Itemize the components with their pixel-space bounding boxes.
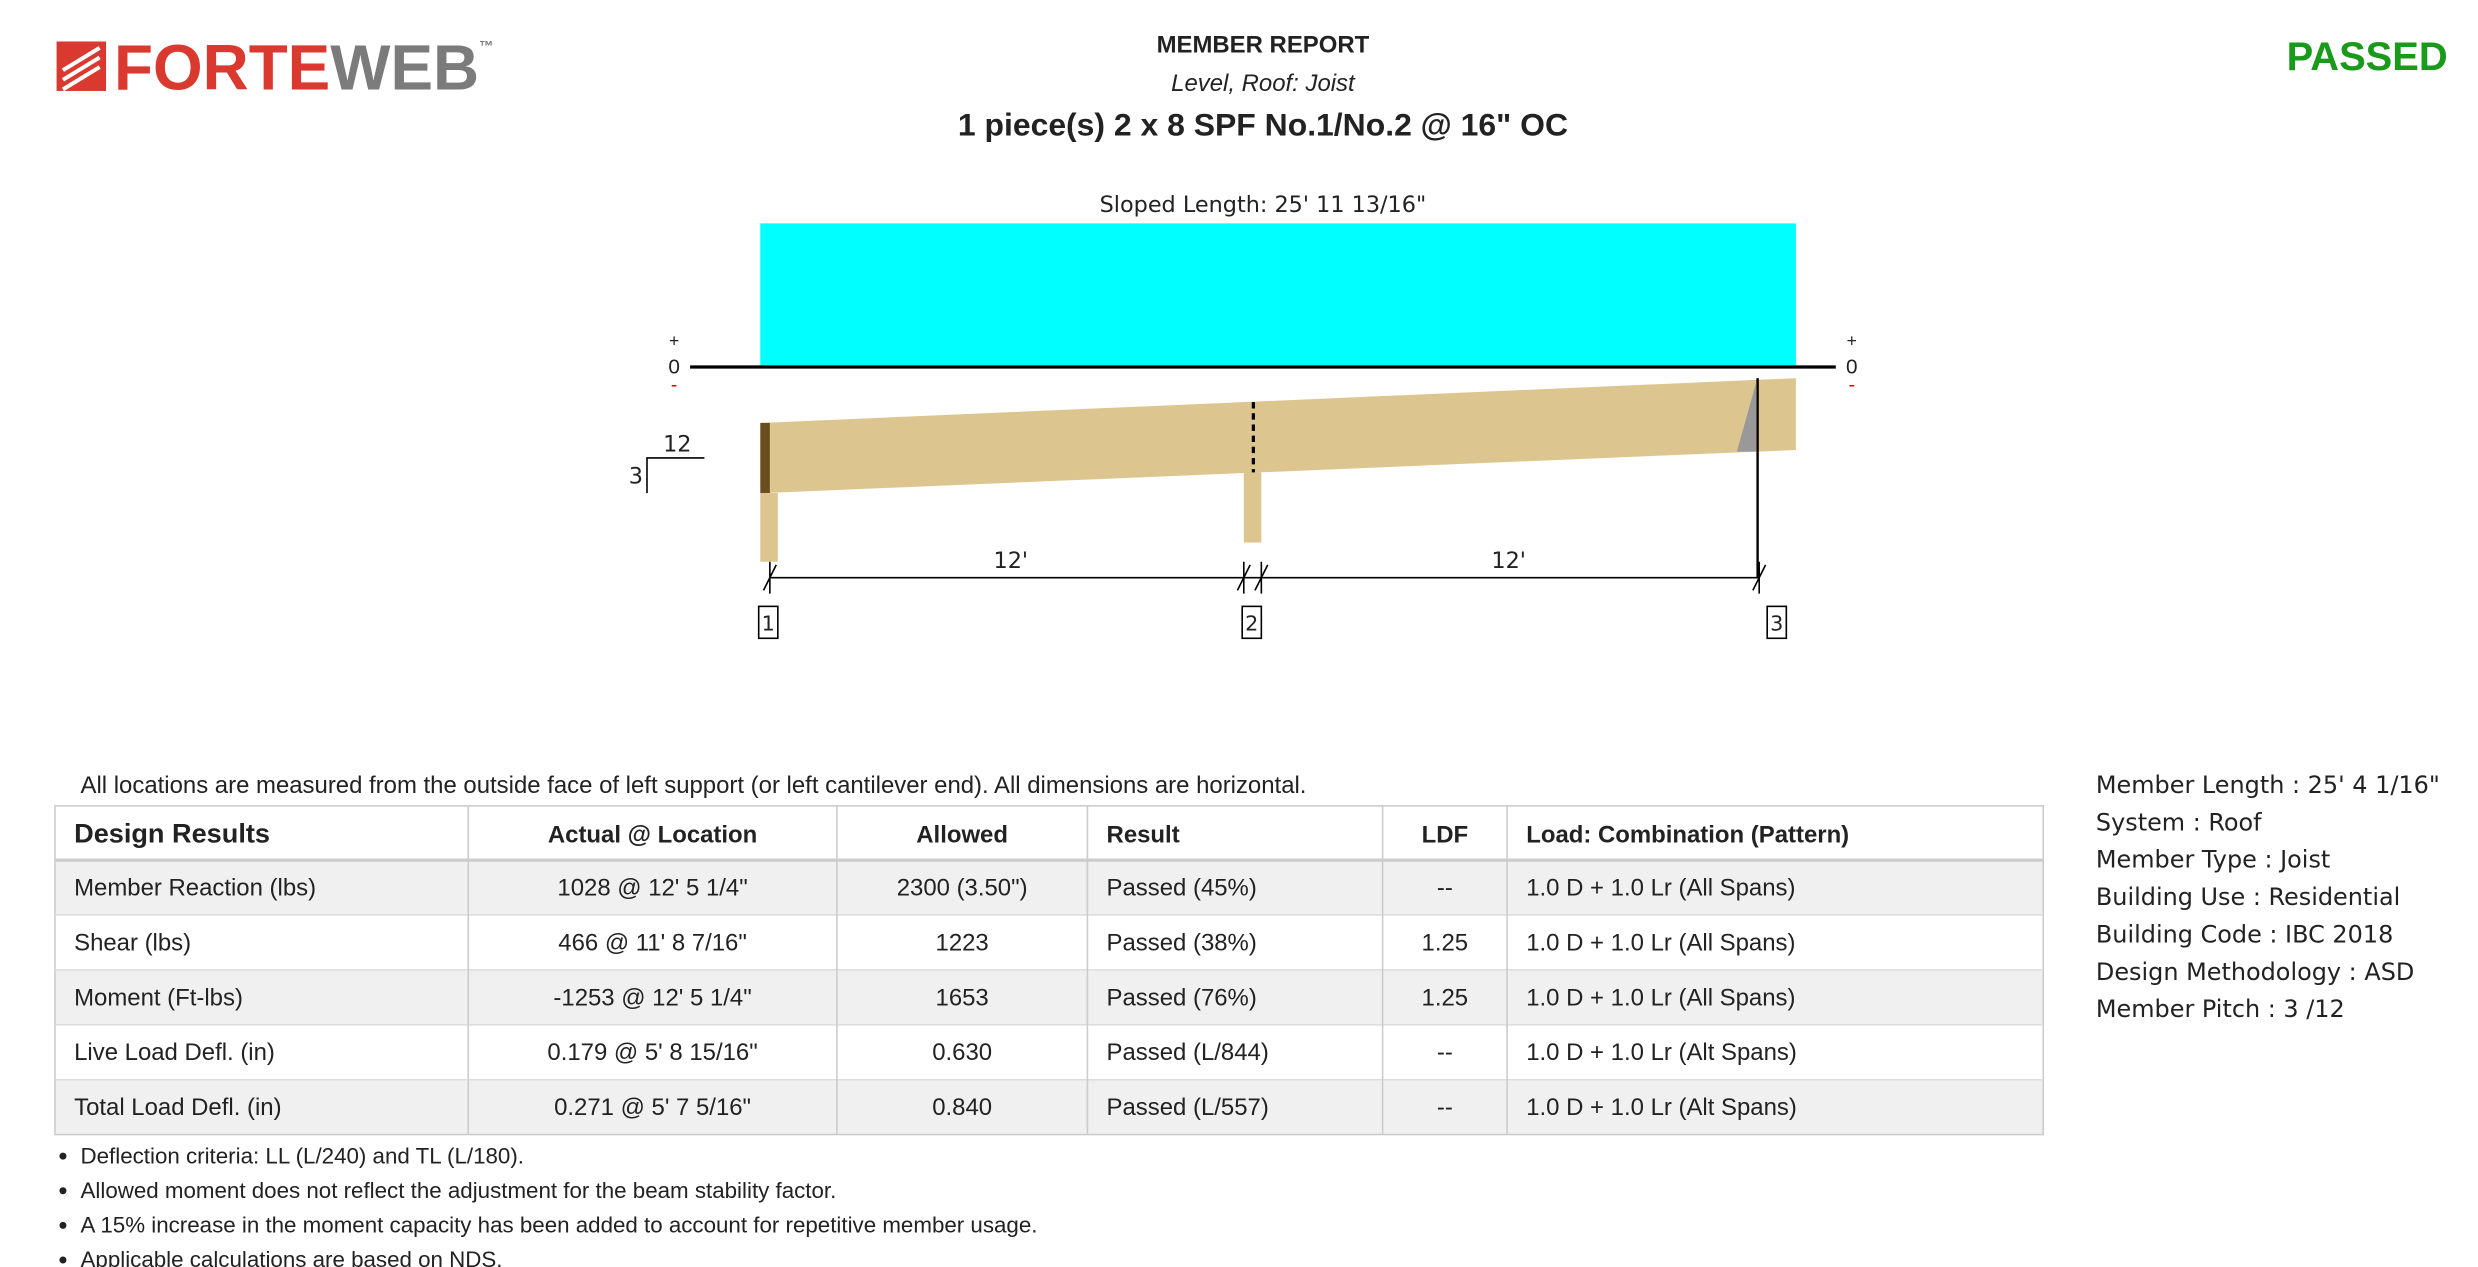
table-header: LDF <box>1422 822 1469 849</box>
property: Building Code : IBC 2018 <box>2096 920 2393 948</box>
table-cell: 0.630 <box>932 1039 992 1066</box>
load-area <box>760 223 1796 366</box>
title: 1 piece(s) 2 x 8 SPF No.1/No.2 @ 16" OC <box>958 107 1568 143</box>
minus-right: - <box>1849 375 1855 396</box>
beam <box>763 378 1796 494</box>
support-box <box>1241 605 1263 640</box>
support-post <box>760 493 778 562</box>
table-header: Actual @ Location <box>548 822 757 849</box>
beam-end <box>760 422 770 494</box>
property: Member Type : Joist <box>2096 846 2330 874</box>
table-cell: -- <box>1437 1039 1453 1066</box>
table-row <box>54 969 2044 1025</box>
table-cell: 0.271 @ 5' 7 5/16" <box>554 1094 751 1121</box>
table-cell: Shear (lbs) <box>74 929 191 956</box>
span-length: 12' <box>1491 548 1526 574</box>
property: System : Roof <box>2096 808 2262 836</box>
minus-left: - <box>671 375 677 396</box>
bullet-dot <box>59 1187 67 1195</box>
table-header: Allowed <box>916 822 1008 849</box>
table-cell: 1653 <box>936 984 989 1011</box>
table-cell: Member Reaction (lbs) <box>74 875 316 902</box>
table-cell: -- <box>1437 1094 1453 1121</box>
results-table: Member Reaction (lbs) 1028 @ 12' 5 1/4" 23… <box>54 805 2045 1136</box>
bullet-text: A 15% increase in the moment capacity ha… <box>81 1213 1038 1238</box>
property: Member Pitch : 3 /12 <box>2096 995 2345 1023</box>
table-cell: -- <box>1437 875 1453 902</box>
logo-tm: ™ <box>479 39 493 55</box>
zero-right: 0 <box>1846 355 1858 378</box>
table-cell: -1253 @ 12' 5 1/4" <box>553 984 751 1011</box>
table-cell: Moment (Ft-lbs) <box>74 984 243 1011</box>
logo-icon-stripes <box>61 46 101 92</box>
report-label: MEMBER REPORT <box>1157 32 1370 59</box>
plus-right: + <box>1847 330 1857 350</box>
table-row <box>54 1079 2044 1135</box>
table-cell: 1.25 <box>1422 984 1469 1011</box>
support-number: 3 <box>1770 611 1783 635</box>
table-cell: Passed (L/557) <box>1107 1094 1269 1121</box>
table-cell: Passed (45%) <box>1107 875 1257 902</box>
support-number: 1 <box>762 611 775 635</box>
bullet-dot <box>59 1256 67 1264</box>
zero-left: 0 <box>668 355 680 378</box>
bullet-dot <box>59 1152 67 1160</box>
bullet-text: Deflection criteria: LL (L/240) and TL (… <box>81 1143 524 1168</box>
table-cell: 1.0 D + 1.0 Lr (All Spans) <box>1526 929 1795 956</box>
table-header: Load: Combination (Pattern) <box>1526 822 1849 849</box>
span-length: 12' <box>994 548 1029 574</box>
property: Building Use : Residential <box>2096 883 2400 911</box>
logo-web: WEB <box>330 31 479 103</box>
logo-forte: FORTE <box>114 31 330 103</box>
table-cell: 466 @ 11' 8 7/16" <box>558 929 747 956</box>
table-cell: 1.25 <box>1422 929 1469 956</box>
table-cell: 1223 <box>936 929 989 956</box>
table-row <box>54 914 2044 970</box>
status: PASSED <box>2287 35 2448 79</box>
table-cell: Passed (38%) <box>1107 929 1257 956</box>
table-cell: 1.0 D + 1.0 Lr (All Spans) <box>1526 875 1795 902</box>
table-cell: Passed (76%) <box>1107 984 1257 1011</box>
table-cell: Passed (L/844) <box>1107 1039 1269 1066</box>
bullet-text: Applicable calculations are based on NDS… <box>81 1247 503 1267</box>
table-cell: Live Load Defl. (in) <box>74 1039 275 1066</box>
slope-rise: 3 <box>629 464 643 490</box>
slope-run: 12 <box>663 432 691 458</box>
logo: FORTEWEB™ <box>56 31 494 103</box>
dimension-ticks <box>762 561 1767 594</box>
table-cell: 1.0 D + 1.0 Lr (Alt Spans) <box>1526 1094 1797 1121</box>
table-row <box>54 860 2044 915</box>
support-number: 2 <box>1245 611 1258 635</box>
support-box <box>1766 605 1788 640</box>
table-header: Design Results <box>74 818 270 849</box>
logo-text: FORTEWEB™ <box>114 31 493 103</box>
beam-cut <box>1736 382 1757 452</box>
slope-symbol <box>646 457 705 494</box>
table-header: Result <box>1107 822 1180 849</box>
property: Member Length : 25' 4 1/16" <box>2096 771 2440 799</box>
plus-left: + <box>669 330 679 350</box>
table-cell: Total Load Defl. (in) <box>74 1094 281 1121</box>
support-box <box>757 605 779 640</box>
bullet-text: Allowed moment does not reflect the adju… <box>81 1178 837 1203</box>
beam-diagram: Sloped Length: 25' 11 13/16" + 0 - + 0 -… <box>629 192 1858 640</box>
bullets: Deflection criteria: LL (L/240) and TL (… <box>59 1143 1037 1267</box>
table-cell: 2300 (3.50") <box>897 875 1028 902</box>
property: Design Methodology : ASD <box>2096 958 2414 986</box>
properties: Member Length : 25' 4 1/16" System : Roof… <box>2096 771 2440 1023</box>
table-cell: 1.0 D + 1.0 Lr (All Spans) <box>1526 984 1795 1011</box>
bullet-dot <box>59 1221 67 1229</box>
table-row <box>54 1024 2044 1080</box>
table-cell: 1028 @ 12' 5 1/4" <box>557 875 747 902</box>
table-cell: 0.840 <box>932 1094 992 1121</box>
table-cell: 1.0 D + 1.0 Lr (Alt Spans) <box>1526 1039 1797 1066</box>
support-post <box>1243 472 1262 543</box>
subtitle: Level, Roof: Joist <box>1171 70 1356 97</box>
note: All locations are measured from the outs… <box>81 772 1307 799</box>
table-cell: 0.179 @ 5' 8 15/16" <box>547 1039 757 1066</box>
sloped-length: Sloped Length: 25' 11 13/16" <box>1100 192 1427 218</box>
